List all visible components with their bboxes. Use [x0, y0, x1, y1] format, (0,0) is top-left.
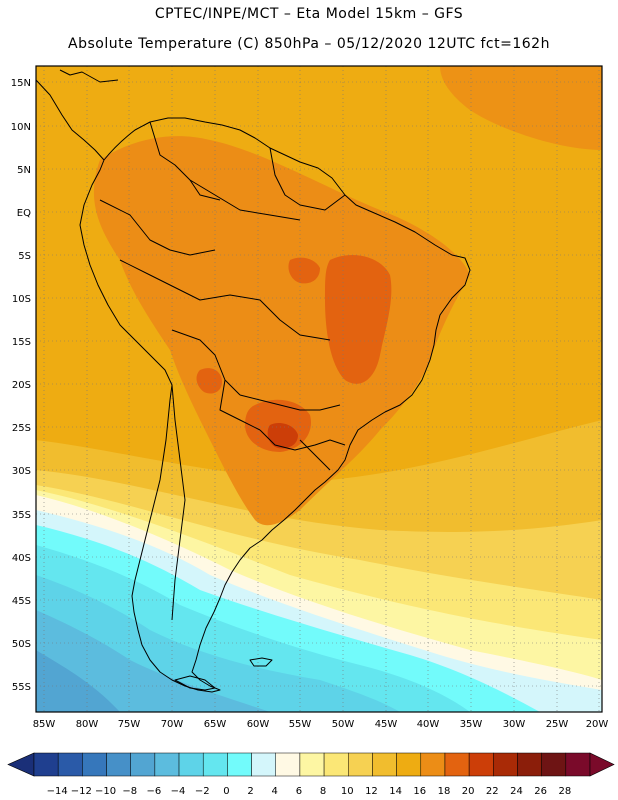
lon-label: 75W — [118, 719, 141, 730]
colorbar-swatch — [202, 752, 228, 777]
lat-label: 10S — [12, 294, 31, 305]
lat-label: 15N — [11, 78, 31, 89]
colorbar-swatch — [299, 752, 325, 777]
colorbar-swatch — [178, 752, 204, 777]
lon-label: 45W — [375, 719, 398, 730]
colorbar-swatch — [396, 752, 422, 777]
lon-label: 65W — [204, 719, 227, 730]
colorbar-label: 4 — [272, 786, 278, 797]
colorbar-label: −10 — [95, 786, 116, 797]
temperature-field — [36, 66, 602, 712]
colorbar-swatch — [517, 752, 542, 777]
colorbar-label: 6 — [296, 786, 302, 797]
colorbar-label: −6 — [146, 786, 161, 797]
colorbar-swatch — [372, 752, 397, 777]
lat-label: EQ — [17, 208, 31, 219]
colorbar-swatch — [130, 752, 156, 777]
lat-label: 45S — [12, 596, 31, 607]
colorbar-label: 22 — [486, 786, 499, 797]
lon-label: 30W — [503, 719, 526, 730]
title-line-2: Absolute Temperature (C) 850hPa – 05/12/… — [68, 36, 550, 52]
colorbar-label: −2 — [195, 786, 210, 797]
lat-label: 40S — [12, 553, 31, 564]
lon-label: 80W — [76, 719, 99, 730]
lat-label: 10N — [11, 122, 31, 133]
lat-label: 30S — [12, 466, 31, 477]
colorbar-swatch — [154, 752, 180, 777]
lat-label: 55S — [12, 682, 31, 693]
colorbar-label: −12 — [71, 786, 92, 797]
colorbar-swatch — [82, 752, 107, 777]
colorbar-label: −14 — [47, 786, 68, 797]
colorbar-label: 12 — [365, 786, 378, 797]
colorbar-swatch — [565, 752, 591, 777]
colorbar-label: 16 — [413, 786, 426, 797]
lon-label: 85W — [33, 719, 56, 730]
colorbar-swatch — [493, 752, 518, 777]
colorbar-swatch — [106, 752, 131, 777]
colorbar-label: 24 — [510, 786, 523, 797]
colorbar-label: 2 — [247, 786, 253, 797]
colorbar-swatch — [323, 752, 349, 777]
lat-label: 25S — [12, 423, 31, 434]
colorbar-swatch — [468, 752, 494, 777]
colorbar-swatch — [541, 752, 567, 777]
lon-label: 55W — [289, 719, 312, 730]
lon-label: 25W — [546, 719, 569, 730]
colorbar-label: 28 — [558, 786, 571, 797]
colorbar-swatch — [275, 752, 301, 777]
colorbar: −14 −12 −10 −8 −6 −4 −2 0 2 4 6 8 10 12 14 16 18 20 22 24 26… — [7, 752, 615, 797]
colorbar-swatch — [444, 752, 470, 777]
title-line-1: CPTEC/INPE/MCT – Eta Model 15km – GFS — [154, 6, 464, 22]
lat-label: 50S — [12, 639, 31, 650]
lat-label: 20S — [12, 380, 31, 391]
lon-label: 60W — [247, 719, 270, 730]
colorbar-swatch — [420, 752, 446, 777]
colorbar-label: −4 — [171, 786, 186, 797]
lon-label: 35W — [460, 719, 483, 730]
colorbar-swatch — [227, 752, 252, 777]
colorbar-left-arrow — [7, 752, 35, 777]
colorbar-label: 14 — [389, 786, 402, 797]
lon-label: 50W — [332, 719, 355, 730]
lat-label: 35S — [12, 510, 31, 521]
lon-label: 40W — [417, 719, 440, 730]
lon-label: 20W — [586, 719, 609, 730]
latitude-labels: 15N 10N 5N EQ 5S 10S 15S 20S 25S 30S 35S… — [11, 78, 31, 693]
lat-label: 15S — [12, 337, 31, 348]
colorbar-label: 0 — [223, 786, 229, 797]
colorbar-label: 20 — [462, 786, 475, 797]
map-frame — [35, 65, 603, 713]
colorbar-swatch — [251, 752, 276, 777]
lon-label: 70W — [161, 719, 184, 730]
colorbar-label: 10 — [341, 786, 354, 797]
colorbar-right-arrow — [589, 752, 615, 777]
colorbar-label: −8 — [122, 786, 137, 797]
longitude-labels: 85W 80W 75W 70W 65W 60W 55W 50W 45W 40W … — [33, 719, 609, 730]
colorbar-swatch — [57, 752, 83, 777]
lat-label: 5S — [18, 251, 31, 262]
colorbar-label: 18 — [438, 786, 451, 797]
colorbar-label: 8 — [320, 786, 326, 797]
colorbar-label: 26 — [534, 786, 547, 797]
coastlines — [36, 69, 471, 693]
colorbar-swatch — [348, 752, 373, 777]
lat-label: 5N — [17, 165, 31, 176]
colorbar-swatch — [33, 752, 59, 777]
